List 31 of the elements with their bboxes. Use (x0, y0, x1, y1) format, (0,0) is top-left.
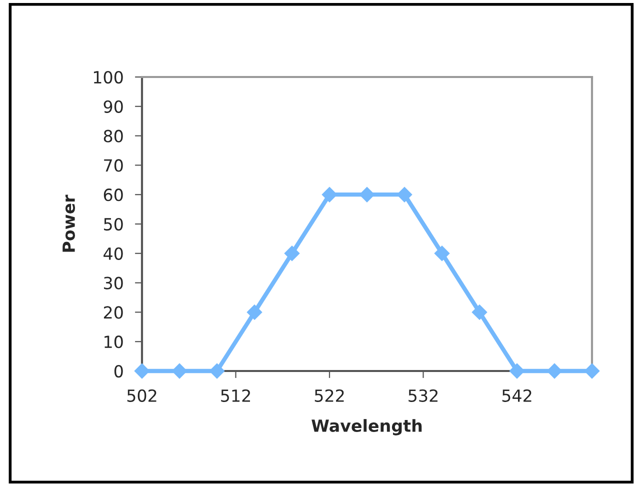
point (434, 246, 450, 261)
x-tick-label: 522 (314, 389, 344, 402)
x-tick-label: 542 (502, 389, 532, 402)
y-tick-label: 10 (104, 336, 123, 348)
point (509, 363, 525, 379)
point (359, 187, 375, 202)
y-tick-label: 80 (104, 130, 123, 142)
point (322, 187, 338, 202)
x-tick-label: 502 (127, 389, 156, 402)
x-tick-label: 532 (408, 389, 438, 402)
point (284, 246, 300, 261)
y-tick-label: 70 (104, 159, 123, 172)
x-axis-title: Wavelength (312, 419, 422, 436)
y-tick-label: 20 (104, 306, 123, 319)
y-tick-label: 30 (104, 276, 123, 290)
point (472, 304, 488, 320)
y-axis-title: Power (62, 194, 76, 252)
point (134, 363, 150, 379)
x-tick-label: 512 (221, 389, 250, 402)
y-tick-label: 90 (104, 100, 123, 113)
y-tick-label: 40 (104, 247, 123, 260)
point (172, 363, 188, 379)
y-tick-label: 60 (104, 188, 123, 202)
point (396, 187, 412, 202)
y-tick-label: 100 (94, 70, 123, 84)
y-tick-label: 0 (114, 364, 123, 378)
y-tick-label: 50 (104, 218, 123, 231)
point (246, 304, 262, 320)
point (584, 363, 600, 379)
point (209, 363, 225, 379)
point (546, 363, 562, 379)
